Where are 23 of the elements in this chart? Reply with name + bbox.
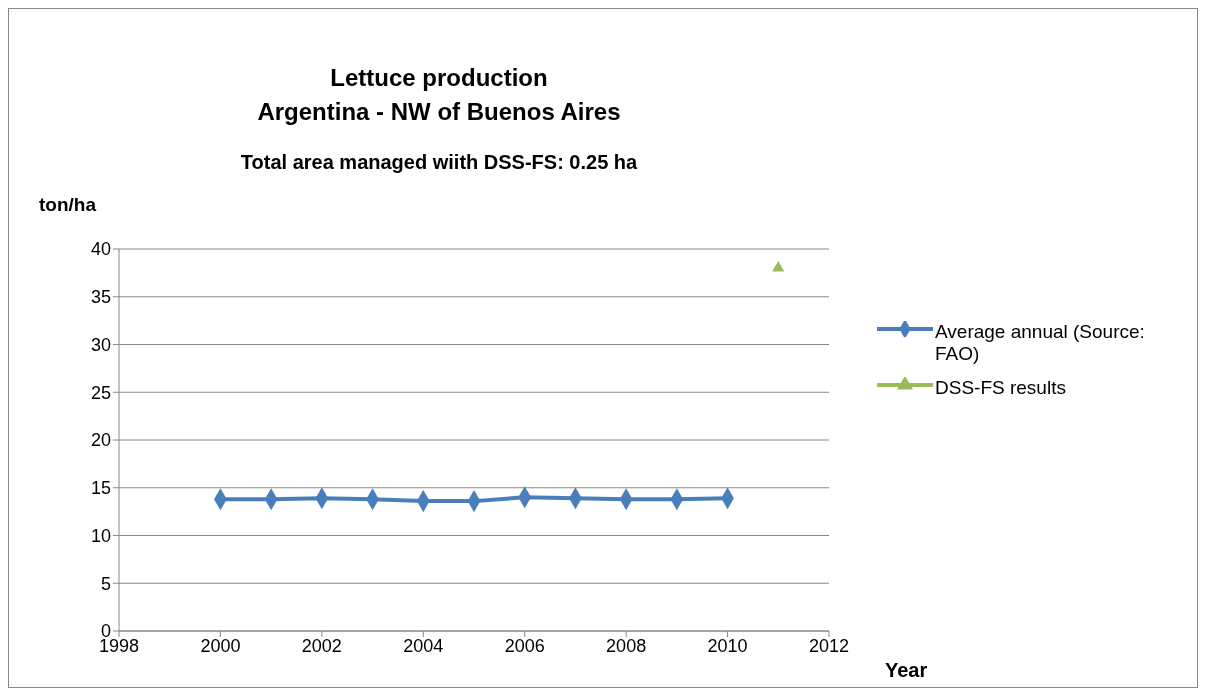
x-tick-label: 2004 [403,635,444,656]
y-tick-label: 30 [90,334,111,355]
y-tick-label: 15 [90,478,111,499]
y-tick-label: 40 [90,239,111,260]
x-tick-label: 2006 [504,635,545,656]
chart-subtitle: Argentina - NW of Buenos Aires [256,97,622,127]
x-tick-label: 2012 [808,635,850,656]
y-tick-label: 5 [100,573,111,594]
y-tick-label: 35 [90,287,111,308]
x-tick-label: 2010 [707,635,748,656]
y-axis-title: ton/ha [39,194,96,216]
text: Total area managed wiith DSS-FS: 0.25 ha [239,150,639,175]
y-tick-label: 10 [90,525,111,546]
y-tick-label: 20 [90,430,111,451]
legend-label: Average annual (Source: FAO) [935,321,1146,365]
x-tick-label: 2000 [200,635,241,656]
x-tick-label: 2008 [606,635,647,656]
y-tick-label: 25 [90,382,111,403]
x-tick-label: 2002 [301,635,342,656]
chart-title: Lettuce production [329,63,549,93]
x-axis-title: Year [885,659,928,682]
point [772,261,785,272]
legend-label: DSS-FS results [935,377,1066,399]
